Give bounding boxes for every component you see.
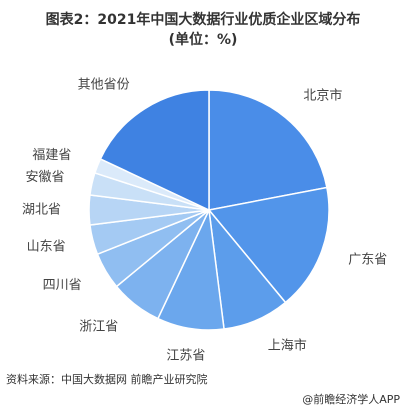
source: 资料来源：中国大数据网 前瞻产业研究院 [6,372,208,386]
slice-label: 四川省 [43,278,82,293]
slice-label: 湖北省 [22,203,61,218]
slice-label: 广东省 [348,253,387,268]
slice-label: 福建省 [32,148,71,163]
pie-slice [99,89,210,212]
slice-label: 其他省份 [78,78,130,93]
slice-label: 北京市 [303,87,342,103]
slice-label: 上海市 [268,337,307,353]
pie-slice [207,186,330,304]
slice-label: 山东省 [27,239,66,254]
chart-title: 图表2：2021年中国大数据行业优质企业区域分布 [46,11,361,28]
pie-slice [208,89,328,211]
slice-label: 安徽省 [26,170,65,185]
slice-label: 江苏省 [166,348,205,364]
slice-label: 浙江省 [79,319,118,334]
footer: @前瞻经济学人APP [302,392,400,406]
chart-subtitle: (单位：%) [169,31,238,48]
